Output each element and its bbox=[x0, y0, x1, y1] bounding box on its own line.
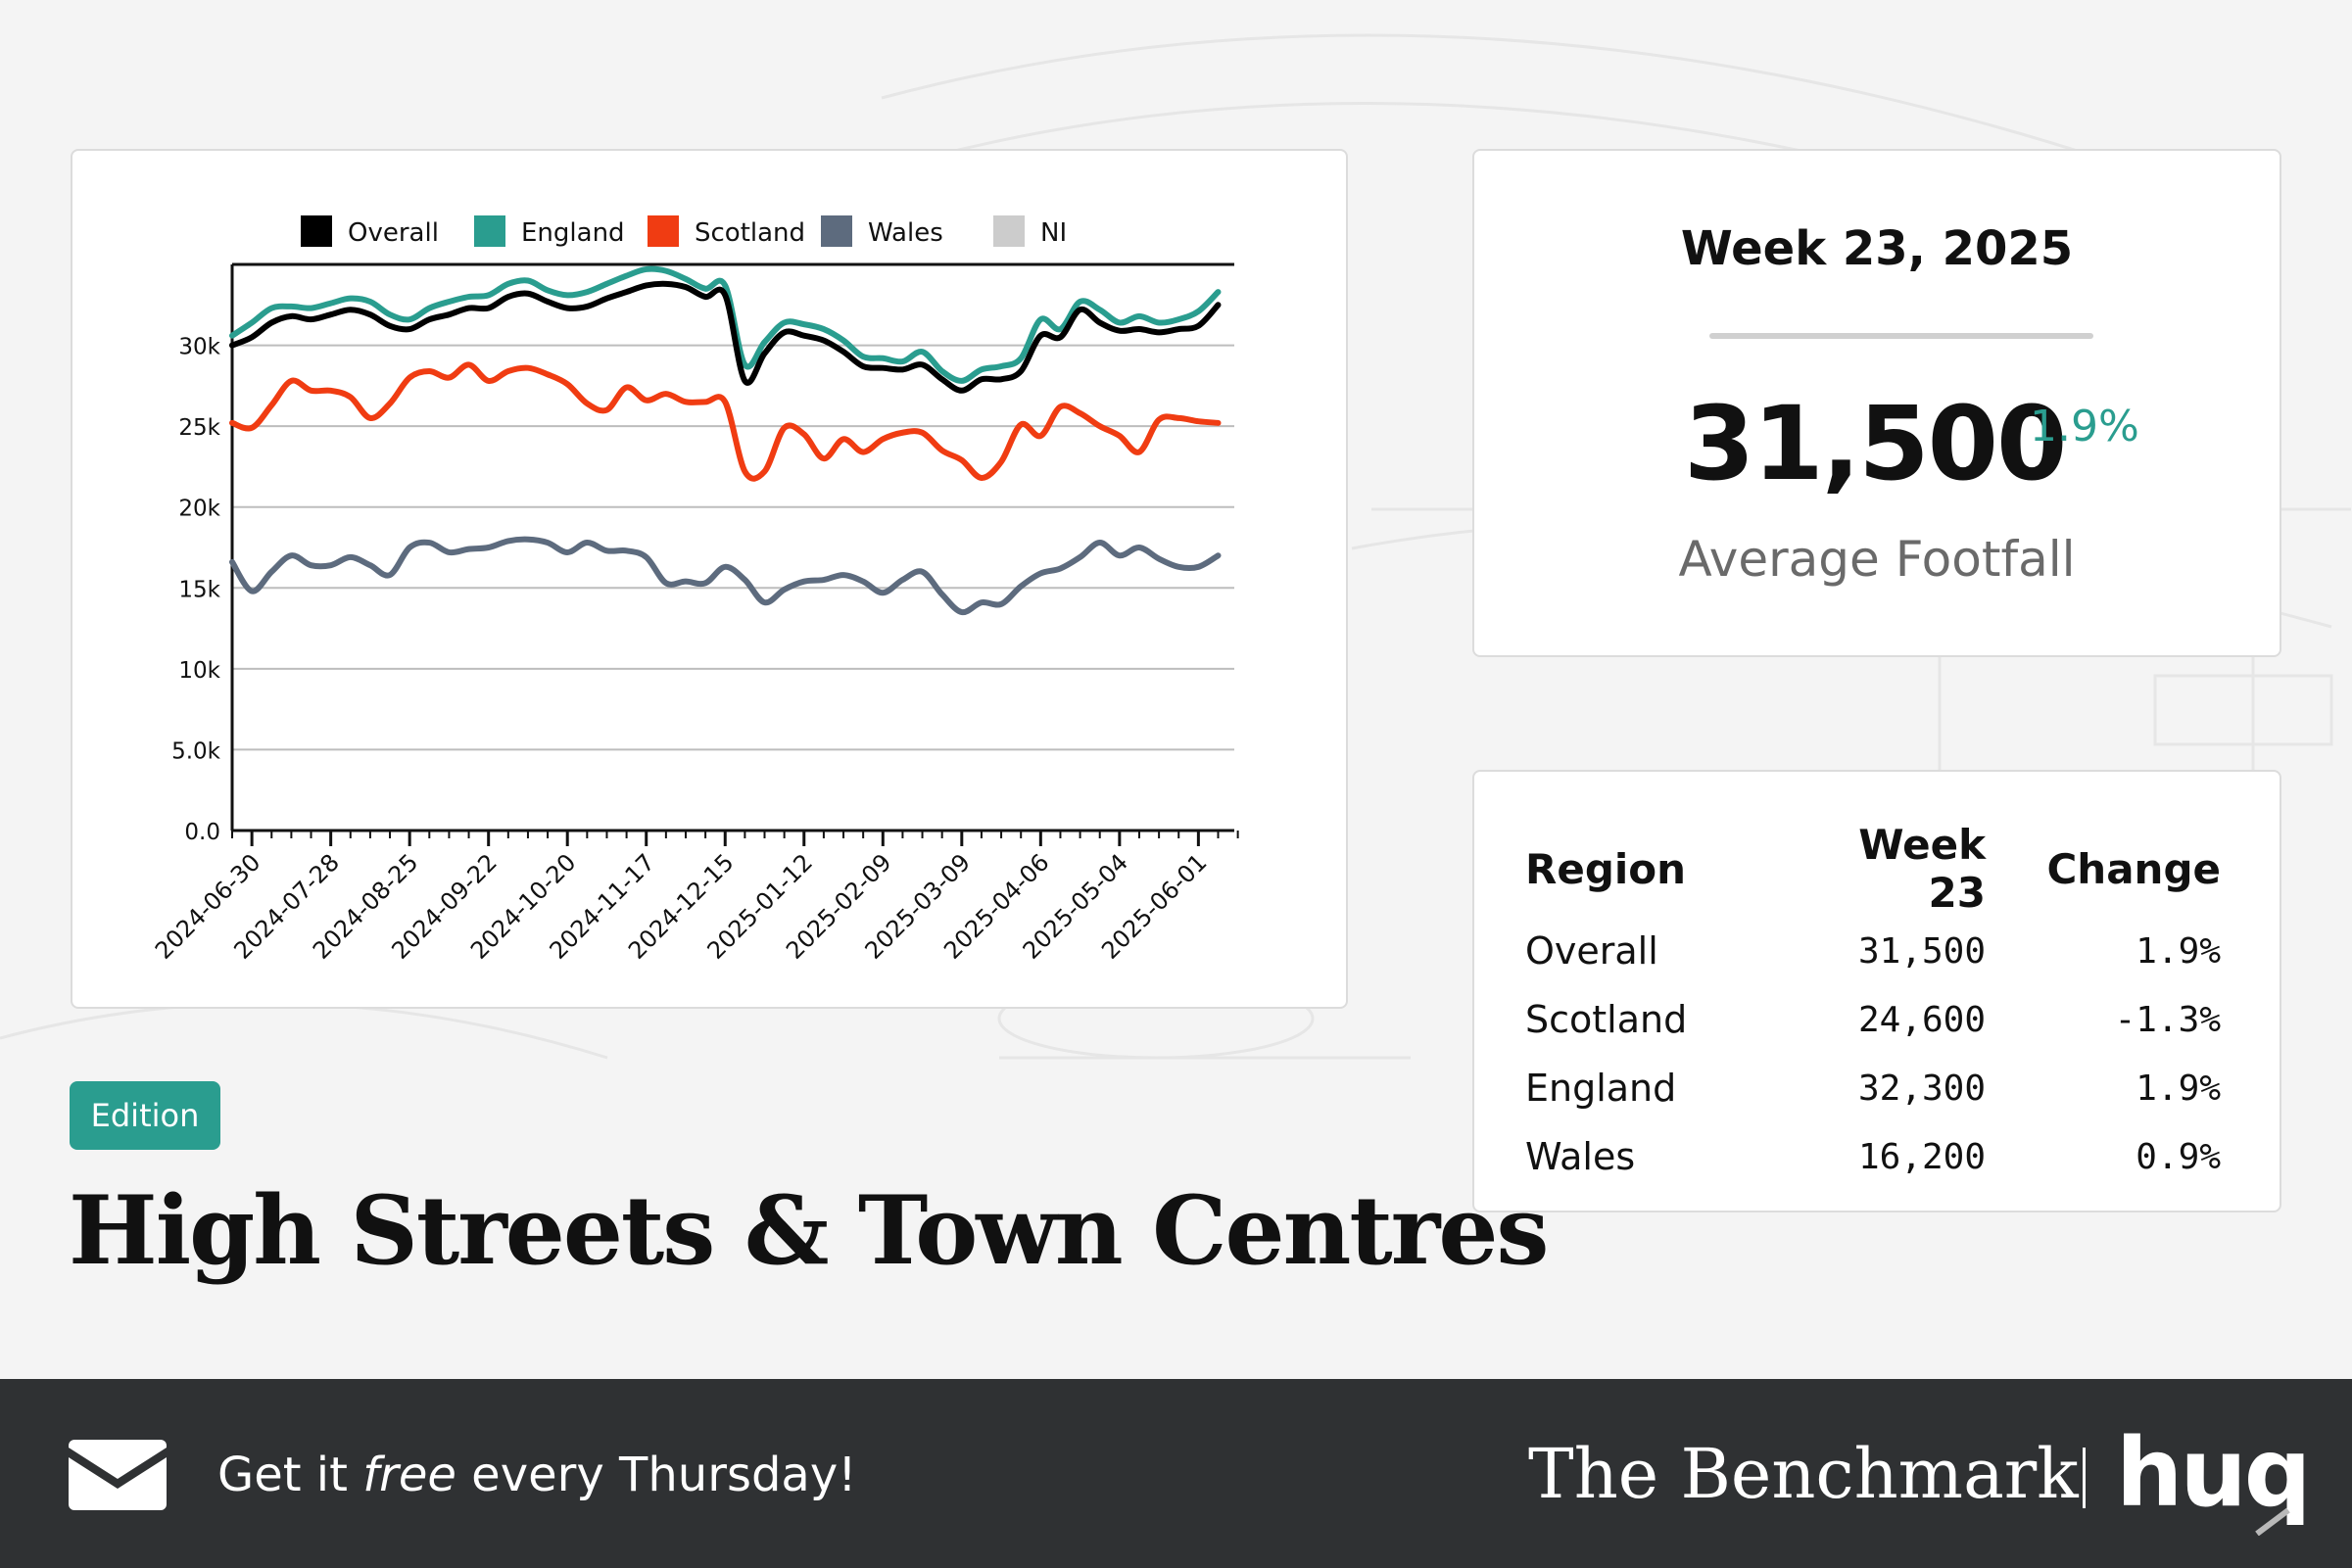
brand-divider bbox=[2083, 1448, 2086, 1508]
table-row: England 32,300 1.9% bbox=[1525, 1054, 2221, 1122]
brand-name: The Benchmark bbox=[1528, 1434, 2079, 1514]
region-cell: Overall bbox=[1525, 929, 1658, 973]
kpi-value: 31,500 bbox=[1684, 384, 2067, 503]
column-header-region: Region bbox=[1525, 844, 1687, 893]
legend-label-ni: NI bbox=[1040, 218, 1067, 248]
huq-logo: huq bbox=[2116, 1418, 2311, 1528]
legend-swatch-ni bbox=[993, 215, 1025, 247]
cta-suffix: every Thursday! bbox=[456, 1448, 857, 1502]
legend-swatch-scotland bbox=[648, 215, 679, 247]
region-cell: Scotland bbox=[1525, 998, 1688, 1041]
y-tick-label: 10k bbox=[178, 658, 220, 684]
series-line-wales bbox=[229, 536, 1222, 616]
mail-icon bbox=[69, 1440, 167, 1510]
chart-card: 0.0 5.0k 10k 15k 20k 25k 30k 2024-06-30 2024-07-… bbox=[71, 149, 1348, 1009]
legend-label-england: England bbox=[521, 218, 625, 248]
kpi-change: 1.9% bbox=[2030, 402, 2139, 451]
region-table: Region Week 23 Change Overall 31,500 1.9… bbox=[1525, 821, 2221, 1191]
week-value-cell: 16,200 bbox=[1857, 1136, 1986, 1177]
change-cell: -1.3% bbox=[2114, 999, 2221, 1040]
kpi-divider bbox=[1709, 333, 2093, 339]
week-value-cell: 31,500 bbox=[1857, 930, 1986, 972]
legend-swatch-overall bbox=[301, 215, 332, 247]
headline: High Streets & Town Centres bbox=[69, 1175, 1549, 1286]
footer-bar: Get it free every Thursday! The Benchmar… bbox=[0, 1379, 2352, 1568]
series-line-scotland bbox=[229, 361, 1222, 482]
week-value-cell: 24,600 bbox=[1857, 999, 1986, 1040]
y-tick-label: 30k bbox=[178, 335, 220, 360]
y-tick-label: 5.0k bbox=[171, 738, 221, 764]
cta-prefix: Get it bbox=[217, 1448, 363, 1502]
table-row: Overall 31,500 1.9% bbox=[1525, 917, 2221, 985]
y-tick-label: 0.0 bbox=[184, 820, 220, 845]
region-table-card: Region Week 23 Change Overall 31,500 1.9… bbox=[1472, 770, 2281, 1212]
series-line-overall bbox=[229, 280, 1222, 394]
y-tick-label: 20k bbox=[178, 497, 220, 522]
region-cell: England bbox=[1525, 1067, 1677, 1110]
week-value-cell: 32,300 bbox=[1857, 1068, 1986, 1109]
subscribe-cta[interactable]: Get it free every Thursday! bbox=[217, 1448, 856, 1502]
legend-label-scotland: Scotland bbox=[695, 218, 805, 248]
kpi-label: Average Footfall bbox=[1678, 531, 2076, 588]
change-cell: 0.9% bbox=[2136, 1136, 2221, 1177]
table-row: Wales 16,200 0.9% bbox=[1525, 1122, 2221, 1191]
legend-swatch-england bbox=[474, 215, 505, 247]
cta-emphasis: free bbox=[362, 1448, 456, 1502]
region-cell: Wales bbox=[1525, 1135, 1636, 1178]
y-tick-label: 15k bbox=[178, 577, 220, 602]
column-header-week: Week 23 bbox=[1858, 821, 1986, 917]
legend-swatch-wales bbox=[821, 215, 852, 247]
table-header-row: Region Week 23 Change bbox=[1525, 821, 2221, 917]
legend-label-wales: Wales bbox=[868, 218, 943, 248]
table-row: Scotland 24,600 -1.3% bbox=[1525, 985, 2221, 1054]
kpi-card: Week 23, 2025 31,500 1.9% Average Footfa… bbox=[1472, 149, 2281, 657]
column-header-change: Change bbox=[2046, 844, 2221, 893]
series-line-england bbox=[229, 265, 1222, 384]
change-cell: 1.9% bbox=[2136, 1068, 2221, 1109]
change-cell: 1.9% bbox=[2136, 930, 2221, 972]
kpi-week-label: Week 23, 2025 bbox=[1680, 221, 2074, 276]
legend-label-overall: Overall bbox=[348, 218, 439, 248]
y-tick-label: 25k bbox=[178, 415, 220, 441]
footfall-line-chart: 0.05.0k10k15k20k25k30k2024-06-302024-07-… bbox=[150, 215, 1239, 965]
edition-badge: Edition bbox=[70, 1081, 220, 1150]
logo-tick-icon bbox=[2255, 1507, 2290, 1536]
